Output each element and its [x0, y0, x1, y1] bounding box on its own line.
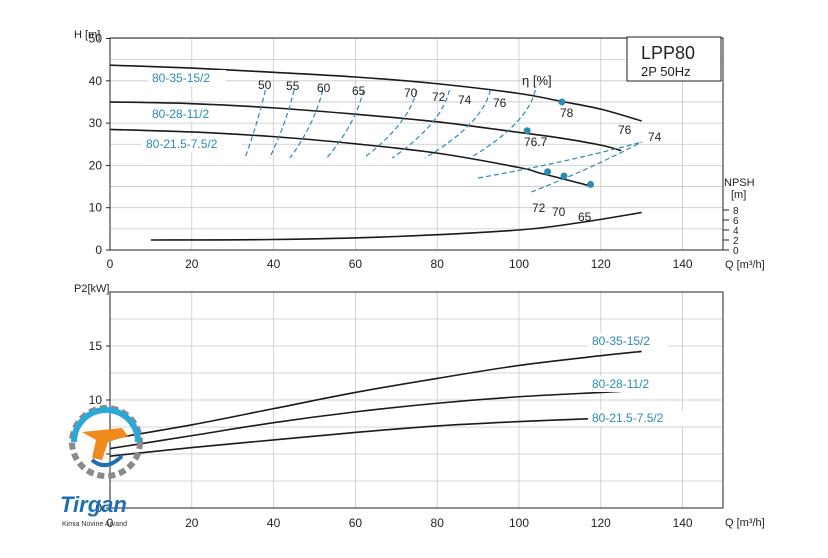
model-speed: 2P 50Hz — [641, 64, 691, 79]
model-name: LPP80 — [641, 43, 695, 63]
efficiency-label: 50 — [258, 78, 272, 92]
x-axis-label: Q [m³/h] — [725, 259, 765, 271]
series-label: 80-28-11/2 — [592, 377, 649, 391]
power-curve — [109, 390, 622, 450]
x-axis-label: Q [m³/h] — [725, 517, 765, 529]
series-label: 80-21.5-7.5/2 — [592, 411, 664, 425]
efficiency-isoline — [268, 89, 295, 159]
efficiency-label: 76 — [618, 123, 632, 137]
y-tick-label: 20 — [89, 158, 103, 172]
npsh-axis-unit: [m] — [731, 189, 746, 201]
npsh-axis-label: NPSH — [724, 177, 755, 189]
x-tick-label: 20 — [185, 257, 199, 271]
efficiency-isoline — [469, 89, 536, 159]
series-label-bg — [148, 70, 226, 86]
efficiency-label: 60 — [317, 81, 331, 95]
y-tick-label: 10 — [89, 393, 103, 407]
efficiency-overlay: 50 55 60 65 70 72 74 76 78 76.7 76 74 72 70 65 — [244, 78, 662, 224]
company-logo: Tirgan Kimia Novine Arvand — [60, 405, 143, 528]
series-label-bg — [588, 376, 668, 392]
efficiency-label: 65 — [352, 84, 366, 98]
x-tick-label: 80 — [431, 257, 445, 271]
efficiency-label: 74 — [648, 130, 662, 144]
npsh-tick-label: 6 — [733, 216, 739, 227]
x-tick-label: 100 — [509, 257, 529, 271]
y-tick-label: 40 — [89, 74, 103, 88]
head-curve — [109, 64, 642, 122]
series-label-bg — [588, 410, 689, 426]
best-efficiency-point — [523, 127, 531, 135]
series-label-bg — [142, 136, 241, 152]
efficiency-label: 78 — [560, 106, 574, 120]
best-efficiency-point — [544, 168, 552, 176]
series-label: 80-21.5-7.5/2 — [146, 137, 218, 151]
head-curve — [109, 128, 593, 188]
y-axis-label: P2[kW] — [74, 283, 109, 295]
x-tick-label: 60 — [349, 257, 363, 271]
efficiency-isoline — [289, 89, 324, 159]
efficiency-label: 76 — [493, 96, 507, 110]
x-tick-label: 100 — [509, 516, 529, 530]
y-tick-label: 30 — [89, 116, 103, 130]
logo-tagline: Kimia Novine Arvand — [62, 521, 127, 528]
power-curve — [109, 350, 642, 440]
x-tick-label: 40 — [267, 516, 281, 530]
y-tick-label: 50 — [89, 32, 103, 46]
efficiency-label: 76.7 — [524, 135, 548, 149]
efficiency-label: 70 — [404, 86, 418, 100]
x-tick-label: 0 — [107, 516, 114, 530]
npsh-tick-label: 2 — [733, 236, 739, 247]
efficiency-label: 65 — [578, 210, 592, 224]
logo-wordmark: Tirgan — [60, 492, 127, 517]
npsh-tick-label: 0 — [733, 246, 739, 257]
efficiency-label: 70 — [552, 205, 566, 219]
x-tick-label: 0 — [107, 257, 114, 271]
y-tick-label: 0 — [95, 243, 102, 257]
best-efficiency-point — [560, 172, 568, 180]
x-tick-label: 80 — [431, 516, 445, 530]
efficiency-axis-label: η [%] — [522, 73, 552, 88]
y-tick-label: 0 — [95, 501, 102, 515]
series-label: 80-28-11/2 — [152, 107, 209, 121]
efficiency-isoline — [531, 141, 642, 193]
y-tick-label: 15 — [89, 339, 103, 353]
y-tick-label: 10 — [89, 201, 103, 215]
efficiency-isoline — [477, 141, 642, 179]
model-box: LPP80 2P 50Hz — [626, 36, 722, 82]
efficiency-label: 55 — [286, 79, 300, 93]
x-tick-label: 140 — [673, 516, 693, 530]
npsh-tick-label: 4 — [733, 226, 739, 237]
efficiency-label: 72 — [532, 201, 546, 215]
best-efficiency-point — [558, 98, 566, 106]
gear-drop-logo-icon — [69, 405, 143, 479]
power-curve — [109, 417, 601, 457]
series-label: 80-35-15/2 — [152, 71, 210, 85]
power-flow-panel: 020406080100120140051015P2[kW]Q [m³/h]80… — [74, 283, 765, 530]
x-tick-label: 120 — [591, 257, 611, 271]
best-efficiency-point — [587, 180, 595, 188]
plot-frame — [109, 37, 724, 251]
npsh-curve — [150, 211, 642, 241]
x-tick-label: 140 — [673, 257, 693, 271]
head-curve — [109, 101, 622, 152]
y-axis-label: H [m] — [74, 29, 100, 41]
efficiency-isoline — [424, 89, 491, 159]
efficiency-isoline — [326, 89, 365, 159]
x-tick-label: 20 — [185, 516, 199, 530]
x-tick-label: 60 — [349, 516, 363, 530]
npsh-tick-label: 8 — [733, 206, 739, 217]
x-tick-label: 120 — [591, 516, 611, 530]
efficiency-isoline — [244, 89, 267, 159]
efficiency-label: 74 — [458, 93, 472, 107]
x-tick-label: 40 — [267, 257, 281, 271]
series-label-bg — [148, 106, 226, 122]
efficiency-label: 72 — [432, 90, 446, 104]
series-label-bg — [588, 333, 668, 349]
series-label: 80-35-15/2 — [592, 334, 650, 348]
